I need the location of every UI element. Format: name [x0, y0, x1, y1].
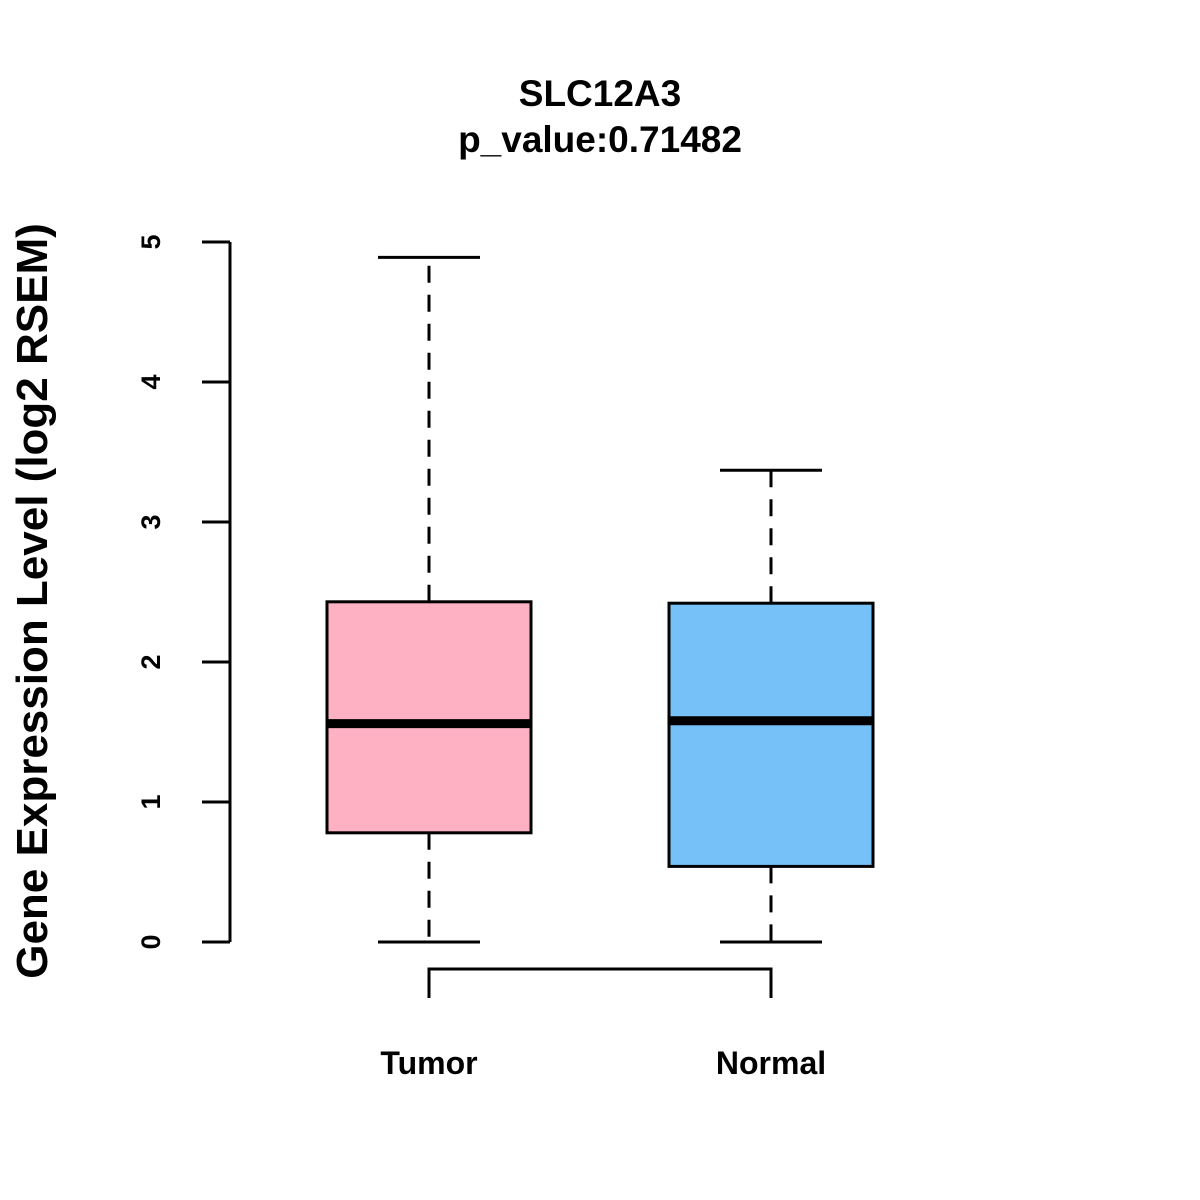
y-tick-label-2: 2 — [136, 654, 166, 669]
chart-title: SLC12A3 — [519, 73, 681, 114]
y-tick-label-5: 5 — [136, 234, 166, 249]
y-axis-label: Gene Expression Level (log2 RSEM) — [8, 223, 57, 979]
bracket-line — [427, 967, 773, 998]
box-series — [325, 255, 875, 944]
x-label-tumor: Tumor — [380, 1045, 477, 1081]
x-axis-labels: Tumor Normal — [380, 1045, 826, 1081]
y-tick-label-0: 0 — [136, 934, 166, 949]
x-label-normal: Normal — [716, 1045, 826, 1081]
y-tick-label-4: 4 — [136, 374, 166, 389]
y-axis: 0 1 2 3 4 5 — [136, 234, 232, 950]
comparison-bracket — [427, 967, 773, 998]
y-tick-label-3: 3 — [136, 514, 166, 529]
box-normal — [667, 468, 875, 944]
y-tick-label-1: 1 — [136, 794, 166, 809]
iqr-box-0 — [325, 600, 533, 835]
box-tumor — [325, 255, 533, 944]
chart-subtitle: p_value:0.71482 — [458, 119, 742, 160]
iqr-box-1 — [667, 601, 875, 868]
